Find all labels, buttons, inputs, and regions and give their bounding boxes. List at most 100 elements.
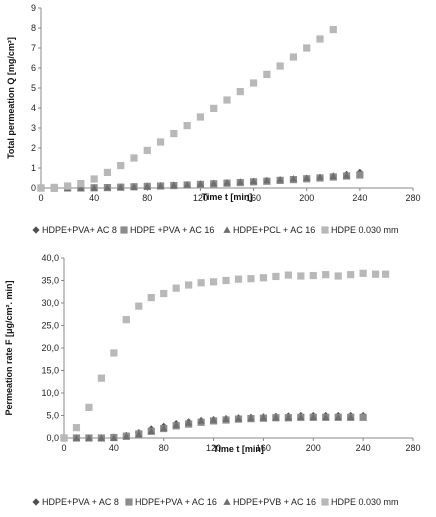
data-point (223, 179, 231, 186)
data-point (117, 183, 125, 191)
data-point (60, 434, 68, 442)
data-point (160, 289, 168, 298)
data-point (85, 403, 93, 411)
y-tick-label: 40,0 (41, 253, 59, 263)
data-point (183, 181, 191, 188)
data-point (183, 122, 191, 130)
data-point (259, 414, 268, 421)
y-tick-label: 25,0 (41, 321, 59, 331)
legend-label: HDPE+PVA + AC 8 (42, 497, 119, 507)
y-axis-label: Total permeation Q [mg/cm²] (6, 37, 16, 159)
series-3 (60, 413, 355, 441)
data-point (342, 172, 351, 179)
data-point (147, 427, 155, 435)
x-tick-label: 280 (405, 193, 420, 203)
x-axis-label: Time t [min] (202, 192, 253, 202)
data-point (234, 415, 243, 422)
data-point (85, 434, 93, 441)
data-point (135, 302, 143, 310)
data-point (322, 413, 330, 421)
data-point (37, 184, 45, 192)
data-point (77, 180, 85, 188)
x-axis-label: Time t [min] (213, 444, 264, 454)
data-point (172, 421, 180, 428)
chart-2: 0,0 5,0 10,0 15,0 20,0 25,0 30,0 35,0 40,0 0 40 80 1… (4, 253, 421, 507)
data-point (263, 70, 271, 78)
data-point (272, 272, 280, 281)
y-tick-label: 3 (31, 123, 36, 133)
data-point (347, 413, 355, 421)
legend-label: HDPE 0.030 mm (331, 497, 399, 507)
data-point (197, 417, 205, 424)
x-tick-label: 240 (352, 193, 367, 203)
data-point (356, 171, 364, 179)
y-tick-label: 5 (31, 83, 36, 93)
y-tick-label: 10,0 (41, 388, 59, 398)
x-tick-label: 0 (61, 443, 66, 453)
y-tick-label: 20,0 (41, 343, 59, 353)
data-point (334, 413, 342, 421)
data-point (196, 113, 205, 121)
legend-marker (321, 498, 329, 506)
data-point (263, 176, 271, 184)
legend-label: HDPE 0.030 mm (331, 225, 399, 235)
data-point (303, 174, 311, 181)
data-point (172, 284, 180, 292)
data-point (289, 53, 298, 61)
data-point (63, 182, 72, 190)
series-4 (37, 26, 337, 192)
data-point (222, 415, 230, 422)
y-tick-label: 4 (31, 103, 36, 113)
y-tick-label: 0 (31, 183, 36, 193)
x-tick-label: 160 (246, 193, 261, 203)
x-tick-label: 0 (38, 193, 43, 203)
data-point (103, 168, 112, 176)
y-tick-label: 8 (31, 23, 36, 33)
data-point (143, 183, 151, 190)
data-point (249, 177, 258, 185)
data-point (170, 130, 178, 138)
x-tick-label: 280 (405, 443, 420, 453)
data-point (209, 278, 218, 286)
data-point (97, 434, 105, 441)
y-tick-label: 9 (31, 3, 36, 13)
data-point (156, 138, 165, 146)
chart-1: 0 1 2 3 4 5 6 7 8 9 0 40 80 120 160 200 240 280 Time t [mi… (6, 3, 421, 235)
x-tick-label: 200 (299, 193, 314, 203)
data-point (197, 279, 205, 287)
x-tick-label: 240 (356, 443, 371, 453)
data-point (103, 184, 112, 191)
data-point (284, 414, 292, 421)
data-point (259, 274, 268, 282)
data-point (309, 271, 317, 280)
data-point (117, 162, 125, 170)
data-point (372, 270, 380, 278)
series-4 (60, 269, 390, 442)
y-tick-label: 2 (31, 143, 36, 153)
data-point (222, 276, 230, 285)
data-point (316, 173, 324, 181)
data-point (223, 96, 231, 104)
y-tick-label: 7 (31, 43, 36, 53)
data-point (359, 413, 367, 421)
data-point (185, 281, 193, 289)
data-point (110, 349, 118, 357)
data-point (130, 183, 138, 190)
data-point (322, 271, 330, 279)
data-point (276, 176, 284, 183)
data-point (170, 181, 178, 189)
data-point (110, 434, 118, 441)
data-point (77, 184, 85, 191)
data-point (72, 434, 81, 441)
data-point (209, 416, 218, 423)
x-tick-label: 40 (109, 443, 119, 453)
legend-label: HDPE+PVA + AC 16 (135, 497, 217, 507)
legend-marker (32, 498, 40, 506)
y-tick-label: 30,0 (41, 298, 59, 308)
x-tick-label: 40 (89, 193, 99, 203)
x-tick-label: 160 (256, 443, 271, 453)
legend-marker (32, 226, 40, 234)
series-1 (60, 411, 367, 442)
data-point (272, 414, 280, 421)
